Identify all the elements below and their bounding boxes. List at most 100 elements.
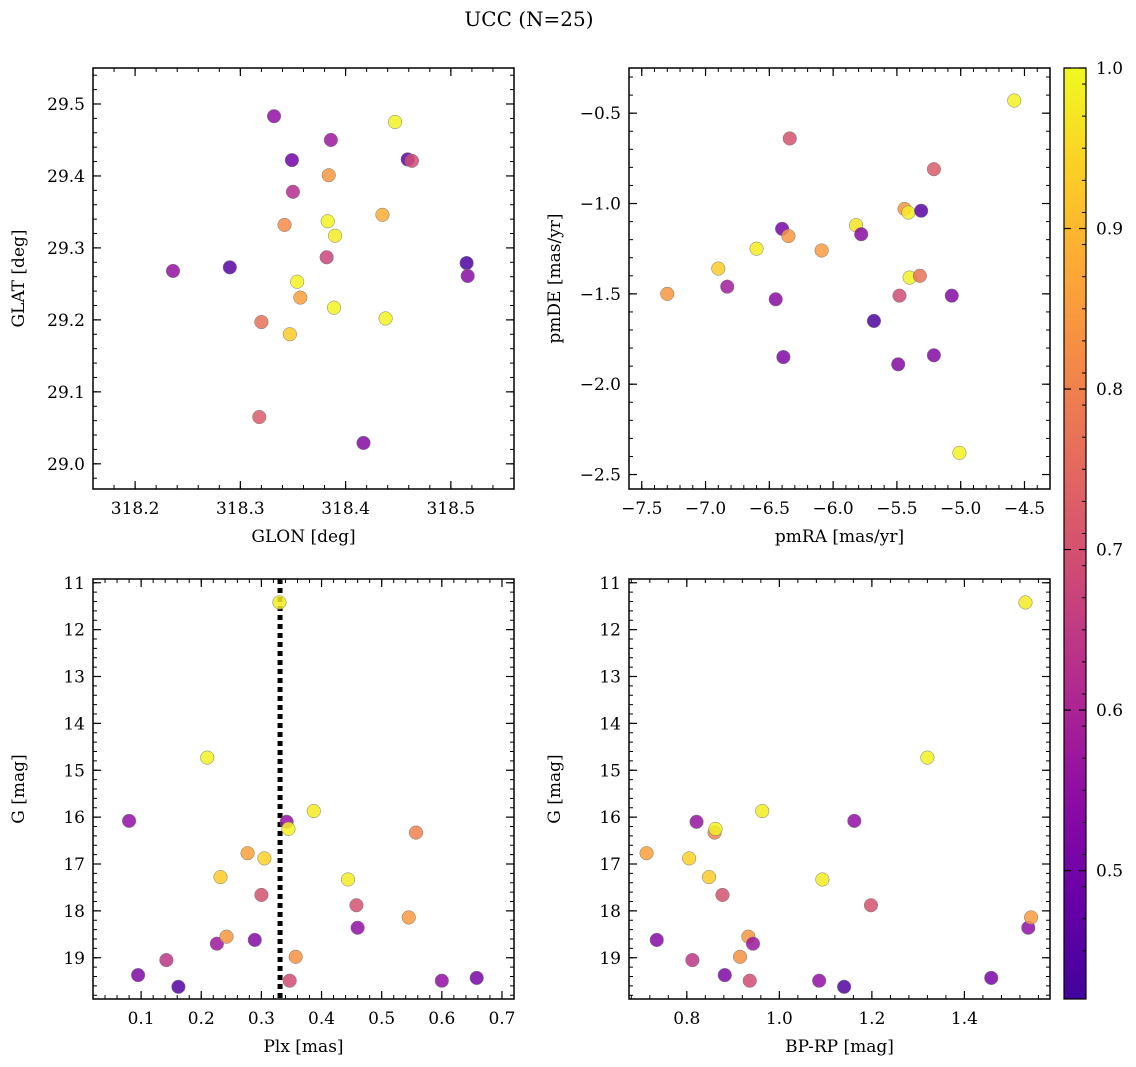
y-tick-label: 29.0 — [47, 455, 85, 475]
scatter-point — [984, 970, 999, 985]
y-tick-label: −0.5 — [580, 104, 621, 124]
data-layer — [639, 595, 1039, 994]
scatter-point — [837, 979, 852, 994]
scatter-point — [891, 357, 906, 372]
data-layer — [660, 93, 1022, 460]
y-tick-label: 29.5 — [47, 95, 85, 115]
colorbar-tick-label: 0.6 — [1096, 701, 1123, 721]
y-axis-label: GLAT [deg] — [9, 229, 29, 327]
data-layer — [165, 109, 475, 450]
panel-pmra-pmde: −7.5 −7.0 −6.5 −6.0 −5.5 −5.0 −4.5 −2.5 −2.0 −1.5… — [545, 67, 1051, 547]
y-tick-label: −2.5 — [580, 466, 621, 486]
panel-glon-glat: 318.2 318.3 318.4 318.5 29.0 29.1 29.2 29.3 29.4… — [9, 67, 515, 547]
scatter-point — [715, 887, 730, 902]
scatter-point — [240, 846, 255, 861]
scatter-point — [854, 227, 869, 242]
scatter-point — [293, 290, 308, 305]
scatter-point — [776, 350, 791, 365]
x-tick-label: 0.5 — [368, 1009, 395, 1029]
colorbar: 0.5 0.6 0.7 0.8 0.9 1.0 — [1063, 59, 1123, 1000]
y-tick-label: 18 — [599, 902, 621, 922]
scatter-point — [356, 435, 371, 450]
scatter-point — [323, 132, 338, 148]
scatter-point — [375, 207, 390, 222]
scatter-point — [755, 803, 770, 819]
plot-frame — [92, 67, 515, 490]
x-tick-label: 318.2 — [111, 499, 160, 519]
scatter-point — [319, 250, 334, 265]
colorbar-tick-label: 0.5 — [1096, 862, 1123, 882]
x-tick-label: 0.6 — [428, 1009, 455, 1029]
scatter-point — [200, 750, 215, 765]
scatter-point — [349, 898, 364, 913]
scatter-point — [1018, 595, 1033, 610]
colorbar-tick-label: 0.9 — [1096, 220, 1123, 240]
x-tick-label: 0.1 — [128, 1009, 155, 1029]
scatter-point — [460, 268, 475, 284]
x-axis-label: pmRA [mas/yr] — [775, 527, 904, 547]
y-tick-label: 17 — [599, 855, 621, 875]
x-tick-label: −5.5 — [876, 499, 917, 519]
scatter-point — [732, 949, 748, 964]
y-tick-label: 12 — [63, 621, 85, 641]
x-tick-label: −7.0 — [685, 499, 726, 519]
x-tick-label: 0.7 — [488, 1009, 515, 1029]
scatter-point — [290, 274, 305, 289]
scatter-point — [711, 261, 726, 276]
x-tick-label: −5.0 — [940, 499, 981, 519]
y-tick-label: 18 — [63, 902, 85, 922]
panel-bprp-g: 0.8 1.0 1.2 1.4 11 12 13 14 15 16 17 18 19 BP-RP [mag… — [545, 574, 1051, 1057]
scatter-point — [320, 214, 335, 229]
scatter-point — [701, 870, 717, 885]
scatter-point — [257, 851, 272, 866]
scatter-point — [350, 920, 365, 935]
x-tick-label: −4.5 — [1004, 499, 1045, 519]
x-tick-label: 0.3 — [248, 1009, 275, 1029]
scatter-point — [252, 409, 267, 425]
plot-frame — [92, 578, 515, 1000]
scatter-point — [708, 821, 723, 836]
scatter-point — [254, 314, 269, 330]
scatter-point — [815, 872, 830, 887]
scatter-point — [378, 311, 393, 326]
scatter-point — [639, 846, 654, 861]
scatter-point — [745, 936, 761, 951]
y-tick-label: 17 — [63, 855, 85, 875]
scatter-point — [266, 109, 282, 124]
y-tick-label: 19 — [599, 949, 621, 969]
y-tick-label: 19 — [63, 949, 85, 969]
scatter-point — [768, 292, 783, 307]
y-tick-label: 15 — [599, 761, 621, 781]
scatter-point — [222, 260, 237, 275]
x-tick-label: 1.4 — [951, 1009, 978, 1029]
colorbar-tick-label: 1.0 — [1096, 59, 1123, 79]
scatter-point — [912, 268, 927, 283]
scatter-point — [863, 898, 879, 913]
scatter-point — [388, 114, 403, 130]
scatter-point — [689, 814, 704, 829]
scatter-point — [952, 445, 967, 460]
scatter-point — [720, 279, 735, 294]
x-tick-label: 0.2 — [188, 1009, 215, 1029]
panel-plx-g: 0.1 0.2 0.3 0.4 0.5 0.6 0.7 11 12 13 14 15 16 17 18 19 P… — [9, 574, 515, 1057]
scatter-point — [814, 243, 829, 258]
y-tick-label: 16 — [63, 808, 85, 828]
x-tick-label: 0.8 — [673, 1009, 700, 1029]
scatter-point — [213, 870, 228, 885]
scatter-point — [866, 313, 881, 329]
y-tick-label: 11 — [599, 574, 621, 594]
y-tick-label: −1.0 — [580, 195, 621, 215]
scatter-point — [281, 821, 296, 836]
scatter-point — [159, 953, 174, 968]
scatter-point — [847, 813, 862, 828]
y-tick-label: 13 — [599, 668, 621, 688]
scatter-point — [782, 131, 797, 146]
scatter-point — [926, 348, 941, 363]
x-tick-label: −6.0 — [812, 499, 853, 519]
scatter-point — [272, 595, 287, 610]
scatter-point — [282, 973, 297, 988]
scatter-point — [282, 327, 297, 342]
scatter-point — [926, 162, 941, 177]
scatter-point — [288, 949, 303, 964]
scatter-point — [920, 750, 935, 765]
